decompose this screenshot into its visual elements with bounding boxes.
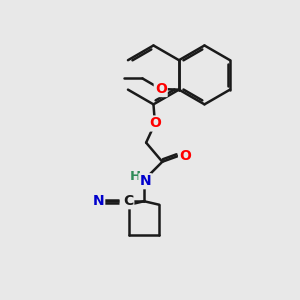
Text: N: N <box>93 194 104 208</box>
Text: O: O <box>149 116 161 130</box>
Text: O: O <box>155 82 167 96</box>
Text: N: N <box>140 174 151 188</box>
Text: C: C <box>123 194 133 208</box>
Text: O: O <box>179 149 191 163</box>
Text: H: H <box>130 170 141 183</box>
